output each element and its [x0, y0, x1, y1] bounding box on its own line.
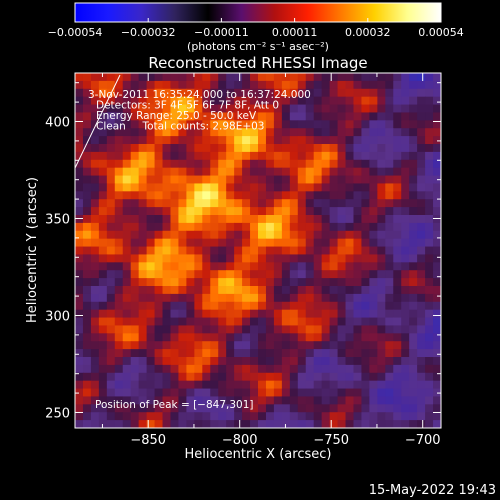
- observation-info: 3-Nov-2011 16:35:24.000 to 16:37:24.000 …: [88, 89, 311, 133]
- footer-date: 15-May-2022 19:43: [369, 483, 496, 498]
- y-tick-label: 350: [45, 212, 70, 227]
- y-axis-label: Heliocentric Y (arcsec): [25, 177, 40, 323]
- x-tick-label: −750: [313, 433, 349, 448]
- peak-position: Position of Peak = [−847,301]: [95, 399, 254, 411]
- info-detectors: Detectors: 3F 4F 5F 6F 7F 8F, Att 0: [96, 100, 279, 112]
- colorbar: [74, 2, 442, 23]
- colorbar-tick-label: −0.00011: [194, 26, 249, 39]
- colorbar-tick-label: −0.00054: [48, 26, 103, 39]
- y-axis: 250 300 350 400: [45, 82, 441, 421]
- plot-title: Reconstructed RHESSI Image: [148, 54, 367, 72]
- colorbar-tick-label: 0.00032: [345, 26, 391, 39]
- x-tick-label: −700: [405, 433, 441, 448]
- y-tick-label: 400: [45, 115, 70, 130]
- x-axis-label: Heliocentric X (arcsec): [185, 447, 332, 462]
- colorbar-tick-label: 0.00011: [272, 26, 318, 39]
- info-time-range: 3-Nov-2011 16:35:24.000 to 16:37:24.000: [88, 89, 311, 101]
- plot-frame: [74, 72, 442, 429]
- colorbar-ticks: −0.00054 −0.00032 −0.00011 0.00011 0.00032 0.…: [48, 18, 464, 39]
- x-axis: −850 −800 −750 −700: [101, 73, 441, 448]
- y-tick-label: 300: [45, 309, 70, 324]
- solar-limb-line: [75, 74, 121, 169]
- x-tick-label: −850: [130, 433, 166, 448]
- rhessi-image: [75, 73, 441, 428]
- info-clean-counts: Clean Total counts: 2.98E+03: [96, 121, 265, 133]
- x-tick-label: −800: [222, 433, 258, 448]
- colorbar-units: (photons cm⁻² s⁻¹ asec⁻²): [187, 40, 329, 53]
- colorbar-tick-label: 0.00054: [418, 26, 464, 39]
- colorbar-tick-label: −0.00032: [121, 26, 176, 39]
- info-energy-range: Energy Range: 25.0 - 50.0 keV: [96, 110, 257, 122]
- y-tick-label: 250: [45, 406, 70, 421]
